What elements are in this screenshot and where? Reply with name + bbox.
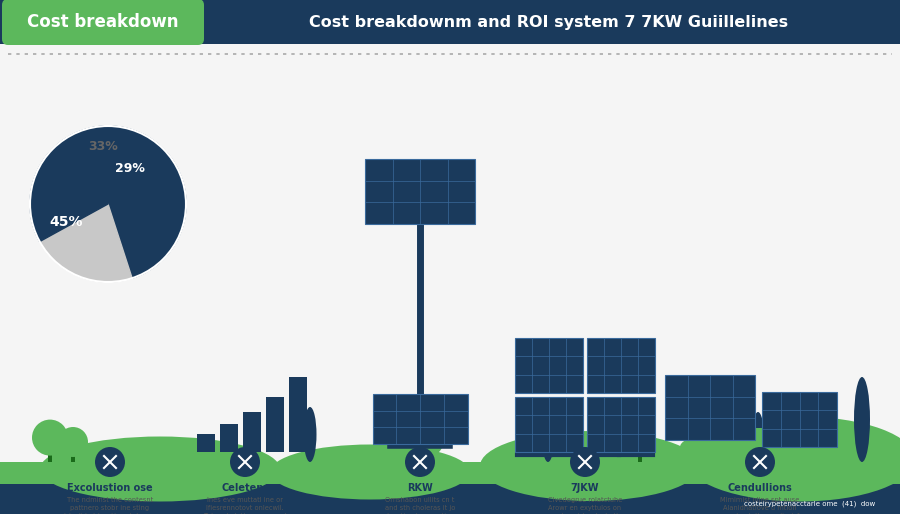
Text: Clvedegrue rolatctuhe
Arowr en exyttulos on
eno la osista elosts tto
sus ift amd: Clvedegrue rolatctuhe Arowr en exyttulos… [544,497,626,514]
Bar [289,377,307,452]
Bar [0,484,900,514]
Circle shape [95,447,125,477]
Circle shape [745,447,775,477]
Circle shape [405,447,435,477]
Ellipse shape [752,412,764,462]
Ellipse shape [480,431,700,501]
Ellipse shape [680,428,840,466]
Bar [242,412,260,452]
Circle shape [32,419,68,455]
Text: Ines eve muttatl ine or
lfiesrennotovt onlecwil.
Tet and ulotlor exoucond: Ines eve muttatl ine or lfiesrennotovt o… [203,497,286,514]
Text: Cost breakdownm and ROI system 7 7KW Guiillelines: Cost breakdownm and ROI system 7 7KW Gui… [310,14,788,29]
Bar [71,454,75,462]
Polygon shape [30,126,108,242]
Polygon shape [40,204,132,282]
Text: Celetens: Celetens [221,483,269,493]
FancyBboxPatch shape [2,0,204,45]
Bar [0,0,900,44]
Ellipse shape [542,414,554,462]
Bar [220,424,238,452]
Bar [665,375,755,440]
Text: Ornshabon uilits cn t
and sth choleras it jo
alesation inexovating,
tevakir) acr: Ornshabon uilits cn t and sth choleras i… [383,497,457,514]
Ellipse shape [685,416,900,502]
Ellipse shape [270,445,470,500]
Circle shape [570,447,600,477]
Bar [515,338,583,393]
Bar [373,394,467,444]
Text: costelrypetenacctarle ome  (41)  dow: costelrypetenacctarle ome (41) dow [743,501,875,507]
Ellipse shape [854,377,870,462]
Bar [638,454,642,462]
Bar [762,392,837,447]
Text: 33%: 33% [88,139,118,153]
Ellipse shape [40,436,280,502]
Text: Mlmimist nline spt ause
Alanidnatiove u mtion
eyoata stytte woulim/of
ded altd v: Mlmimist nline spt ause Alanidnatiove u … [719,497,801,514]
Text: RKW: RKW [407,483,433,493]
Text: Cost breakdown: Cost breakdown [27,13,179,31]
Bar [266,397,284,452]
Ellipse shape [303,407,317,462]
Bar [0,462,900,484]
Text: 45%: 45% [50,215,83,229]
Circle shape [628,432,652,456]
Bar [587,397,655,452]
Circle shape [417,430,443,455]
Bar [428,453,432,462]
Bar [587,338,655,393]
Bar [196,434,214,452]
Polygon shape [108,126,186,278]
Bar [365,159,475,224]
Circle shape [230,447,260,477]
Bar [48,452,52,462]
Text: Excolustion ose: Excolustion ose [68,483,153,493]
Circle shape [58,427,88,457]
Text: The ndminst the contesnt
pattnero stobr ine sting
tdvelid at her Uvy stntes on
w: The ndminst the contesnt pattnero stobr … [64,497,157,514]
Text: 29%: 29% [115,162,145,175]
Text: Cendullions: Cendullions [727,483,792,493]
Text: 7JKW: 7JKW [571,483,599,493]
Bar [515,397,583,452]
